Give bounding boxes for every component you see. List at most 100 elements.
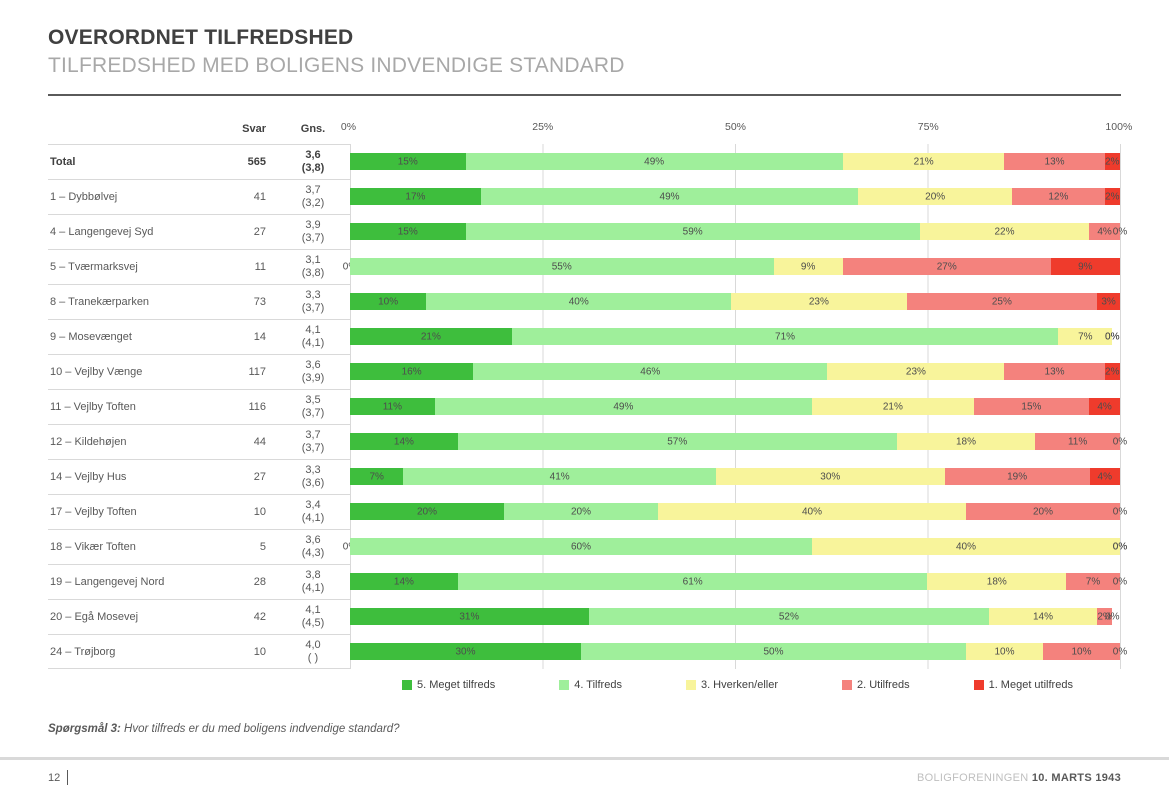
axis-tick-label: 75% [917,121,939,133]
row-gns-average: 3,3 (3,7) [276,284,350,319]
bar-segment-3: 23% [731,293,907,310]
bar-segment-label: 2% [1105,366,1120,377]
bar-segment-4: 41% [403,468,716,485]
axis-tick-label: 50% [724,121,747,133]
satisfaction-table: Svar Gns. 0% 25% 50% 75% 100% Total 565 3,6 (3,… [48,114,1132,701]
gns-current: 3,8 [305,569,321,582]
bar-segment-5: 31% [350,608,589,625]
gns-current: 3,6 [305,534,321,547]
bar-segment-3: 18% [896,433,1036,450]
bar-segment-4: 20% [504,503,658,520]
bar-segment-3: 30% [715,468,945,485]
bar-segment-3: 7% [1058,328,1113,345]
row-gns-average: 4,0( ) [276,634,350,669]
bar-segment-label: 3% [1101,296,1116,307]
chart-x-axis: 0% 25% 50% 75% 100% [341,114,1132,144]
bar-segment-label: 2% [1105,191,1120,202]
row-svar-count: 565 [216,144,276,179]
stacked-bar: 14% 57% 18% 11% 0% [350,433,1127,450]
bar-segment-label: 18% [955,436,976,447]
row-svar-count: 44 [216,424,276,459]
bar-segment-1: 9% [1050,258,1120,275]
row-label: 10 – Vejlby Vænge [48,354,216,389]
row-bar-cell: 7% 41% 30% 19% 4% [350,459,1121,494]
row-label: 11 – Vejlby Toften [48,389,216,424]
bar-segment-label: 14% [1032,611,1053,622]
bar-segment-label: 21% [420,331,441,342]
row-label: Total [48,144,216,179]
row-svar-count: 10 [216,494,276,529]
bar-segment-label: 19% [1007,471,1028,482]
legend-spacer-1 [48,669,216,701]
gns-previous: (4,1) [301,512,325,524]
bar-segment-5: 20% [350,503,504,520]
bar-segment-label: 22% [994,226,1015,237]
bar-segment-label: 9% [800,261,816,272]
row-gns-average: 3,6 (4,3) [276,529,350,564]
stacked-bar: 15% 49% 21% 13% 2% [350,153,1120,170]
legend-item: 1. Meget utilfreds [973,679,1073,691]
bar-segment-2: 15% [973,398,1090,415]
row-svar-count: 28 [216,564,276,599]
bar-segment-3: 10% [966,643,1043,660]
bar-segment-label: 71% [775,331,796,342]
page-number: 12 [48,770,69,785]
gns-current: 4,1 [305,324,321,337]
bar-segment-label: 40% [955,541,977,552]
bar-segment-label: 0% [1105,331,1120,342]
legend-spacer-3 [276,669,350,701]
stacked-bar: 15% 59% 22% 4% 0% [350,223,1127,240]
bar-segment-label: 60% [570,541,592,552]
bar-segment-label: 20% [925,191,946,202]
bar-segment-2: 12% [1012,188,1105,205]
gns-previous: (3,8) [301,267,325,279]
bar-segment-2: 13% [1004,363,1105,380]
bar-segment-label: 2% [1097,611,1112,622]
bar-segment-5: 16% [350,363,474,380]
bar-segment-label: 55% [551,261,572,272]
bar-segment-3: 9% [773,258,843,275]
gns-current: 3,3 [305,464,321,477]
row-gns-average: 4,1 (4,5) [276,599,350,634]
bar-segment-2: 10% [1043,643,1120,660]
legend-label: 5. Meget tilfreds [417,679,496,691]
stacked-bar: 17% 49% 20% 12% 2% [350,188,1120,205]
bar-segment-label: 21% [913,156,934,167]
stacked-bar: 16% 46% 23% 13% 2% [350,363,1120,380]
chart-legend: 5. Meget tilfreds 4. Tilfreds 3. Hverken/e… [350,669,1121,701]
bar-segment-label: 30% [455,646,476,657]
stacked-bar: 0%55%9%27%9% [343,258,1120,275]
bar-segment-4: 60% [350,538,812,555]
bar-segment-2: 2% [1096,608,1113,625]
row-gns-average: 3,6 (3,8) [276,144,350,179]
bar-segment-label: 4% [1097,471,1112,482]
bar-segment-label: 15% [1021,401,1042,412]
bar-segment-5: 10% [350,293,427,310]
bar-segment-5: 14% [350,573,458,590]
bar-segment-label: 0% [1112,541,1128,552]
bar-segment-label: 61% [682,576,703,587]
row-bar-cell: 30% 50% 10% 10% 0% [350,634,1127,669]
bar-segment-label: 25% [991,296,1012,307]
bar-segment-label: 0% [1112,576,1128,587]
row-label: 1 – Dybbølvej [48,179,216,214]
bar-segment-4: 49% [480,188,859,205]
bar-segment-label: 27% [936,261,957,272]
bar-segment-label: 11% [382,401,402,412]
legend-swatch [685,680,696,690]
stacked-bar: 14% 61% 18% 7% 0% [350,573,1127,590]
bar-segment-label: 57% [667,436,688,447]
bar-segment-3: 40% [812,538,1120,555]
bar-segment-4: 52% [588,608,990,625]
gns-current: 3,6 [305,149,321,162]
gns-previous: (3,7) [301,442,325,454]
row-gns-average: 3,3 (3,6) [276,459,350,494]
bar-segment-label: 14% [393,576,414,587]
bar-segment-label: 2% [1105,156,1120,167]
bar-segment-label: 9% [1078,261,1093,272]
bar-segment-1: 2% [1104,153,1120,170]
gns-previous: (3,9) [301,372,325,384]
bar-segment-label: 11% [1067,436,1088,447]
bar-segment-3: 14% [989,608,1097,625]
